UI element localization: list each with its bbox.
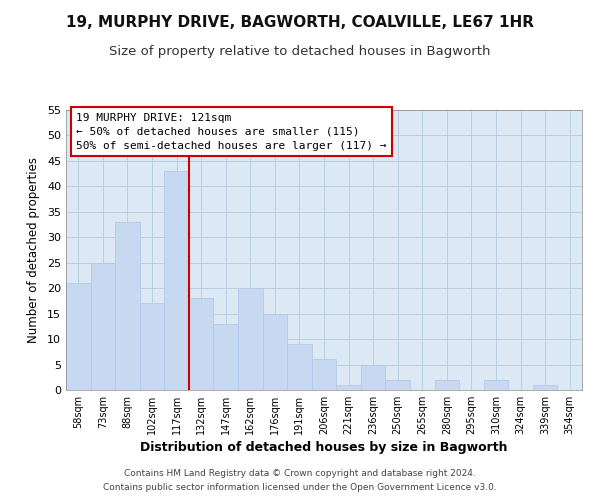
Bar — [189, 298, 214, 390]
Bar — [312, 360, 336, 390]
Bar — [238, 288, 263, 390]
Bar — [361, 364, 385, 390]
Bar — [533, 385, 557, 390]
Bar — [287, 344, 312, 390]
Bar — [434, 380, 459, 390]
X-axis label: Distribution of detached houses by size in Bagworth: Distribution of detached houses by size … — [140, 441, 508, 454]
Bar — [66, 283, 91, 390]
Bar — [140, 304, 164, 390]
Bar — [385, 380, 410, 390]
Bar — [263, 314, 287, 390]
Text: Size of property relative to detached houses in Bagworth: Size of property relative to detached ho… — [109, 45, 491, 58]
Text: Contains public sector information licensed under the Open Government Licence v3: Contains public sector information licen… — [103, 484, 497, 492]
Text: 19, MURPHY DRIVE, BAGWORTH, COALVILLE, LE67 1HR: 19, MURPHY DRIVE, BAGWORTH, COALVILLE, L… — [66, 15, 534, 30]
Bar — [91, 262, 115, 390]
Text: Contains HM Land Registry data © Crown copyright and database right 2024.: Contains HM Land Registry data © Crown c… — [124, 468, 476, 477]
Bar — [164, 171, 189, 390]
Bar — [336, 385, 361, 390]
Bar — [214, 324, 238, 390]
Text: 19 MURPHY DRIVE: 121sqm
← 50% of detached houses are smaller (115)
50% of semi-d: 19 MURPHY DRIVE: 121sqm ← 50% of detache… — [76, 113, 387, 151]
Y-axis label: Number of detached properties: Number of detached properties — [27, 157, 40, 343]
Bar — [484, 380, 508, 390]
Bar — [115, 222, 140, 390]
